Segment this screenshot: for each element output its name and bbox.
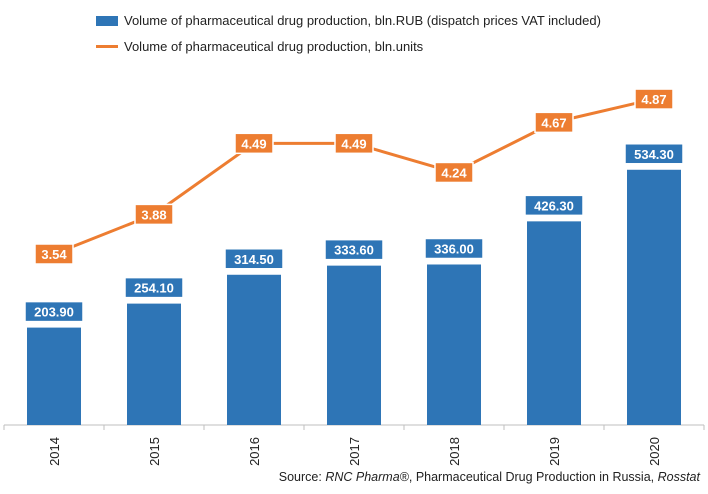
- bar-label-box-2019: [524, 194, 584, 217]
- line-label-2020: 4.87: [641, 92, 666, 107]
- legend-item-line: Volume of pharmaceutical drug production…: [96, 39, 423, 54]
- bar-label-box-2014: [24, 300, 84, 323]
- x-tick-label-2018: 2018: [447, 437, 462, 466]
- bar-label-box-2020: [624, 143, 684, 165]
- line-label-2015: 3.88: [141, 207, 166, 222]
- bar-2020: [627, 169, 681, 425]
- source-prefix: Source:: [278, 470, 326, 484]
- legend-line-label: Volume of pharmaceutical drug production…: [124, 39, 424, 54]
- x-tick-label-2020: 2020: [647, 437, 662, 466]
- bar-label-2017: 333.60: [334, 243, 374, 258]
- x-tick-label-2016: 2016: [247, 437, 262, 466]
- line-label-box-2016: [234, 132, 274, 155]
- source-org: RNC Pharma®: [325, 470, 409, 484]
- bar-2015: [127, 303, 181, 425]
- line-label-2018: 4.24: [441, 165, 467, 180]
- line-label-box-2019: [534, 111, 574, 134]
- bar-label-2016: 314.50: [234, 252, 274, 267]
- line-label-2019: 4.67: [541, 115, 566, 130]
- bar-2016: [227, 274, 281, 425]
- bar-label-2015: 254.10: [134, 281, 174, 296]
- line-label-2014: 3.54: [41, 247, 67, 262]
- bar-label-2020: 534.30: [634, 147, 674, 162]
- bar-label-box-2017: [324, 238, 384, 261]
- legend-bar-swatch: [96, 15, 118, 26]
- bar-label-box-2015: [124, 276, 184, 299]
- line-label-box-2017: [334, 132, 374, 155]
- source-note: Source: RNC Pharma®, Pharmaceutical Drug…: [279, 470, 700, 484]
- bar-2017: [327, 265, 381, 425]
- line-label-box-2020: [634, 88, 674, 110]
- line-label-box-2018: [434, 161, 474, 184]
- bar-2019: [527, 221, 581, 425]
- x-tick-label-2019: 2019: [547, 437, 562, 466]
- line-label-2017: 4.49: [341, 136, 366, 151]
- source-agency: Rosstat: [657, 470, 700, 484]
- legend-bar-label: Volume of pharmaceutical drug production…: [124, 13, 601, 28]
- x-tick-label-2015: 2015: [147, 437, 162, 466]
- line-label-box-2014: [34, 243, 74, 265]
- line-label-2016: 4.49: [241, 136, 266, 151]
- bar-label-2018: 336.00: [434, 241, 474, 256]
- bar-label-box-2016: [224, 248, 284, 270]
- legend-line-swatch: [96, 45, 118, 48]
- x-tick-label-2014: 2014: [47, 437, 62, 466]
- bar-label-box-2018: [424, 237, 484, 260]
- bar-label-2014: 203.90: [34, 305, 74, 320]
- bar-label-2019: 426.30: [534, 198, 574, 213]
- bar-2014: [27, 327, 81, 425]
- bar-2018: [427, 264, 481, 425]
- line-label-box-2015: [134, 203, 174, 226]
- source-middle: , Pharmaceutical Drug Production in Russ…: [408, 470, 658, 484]
- legend-item-bars: Volume of pharmaceutical drug production…: [96, 13, 601, 28]
- x-tick-label-2017: 2017: [347, 437, 362, 466]
